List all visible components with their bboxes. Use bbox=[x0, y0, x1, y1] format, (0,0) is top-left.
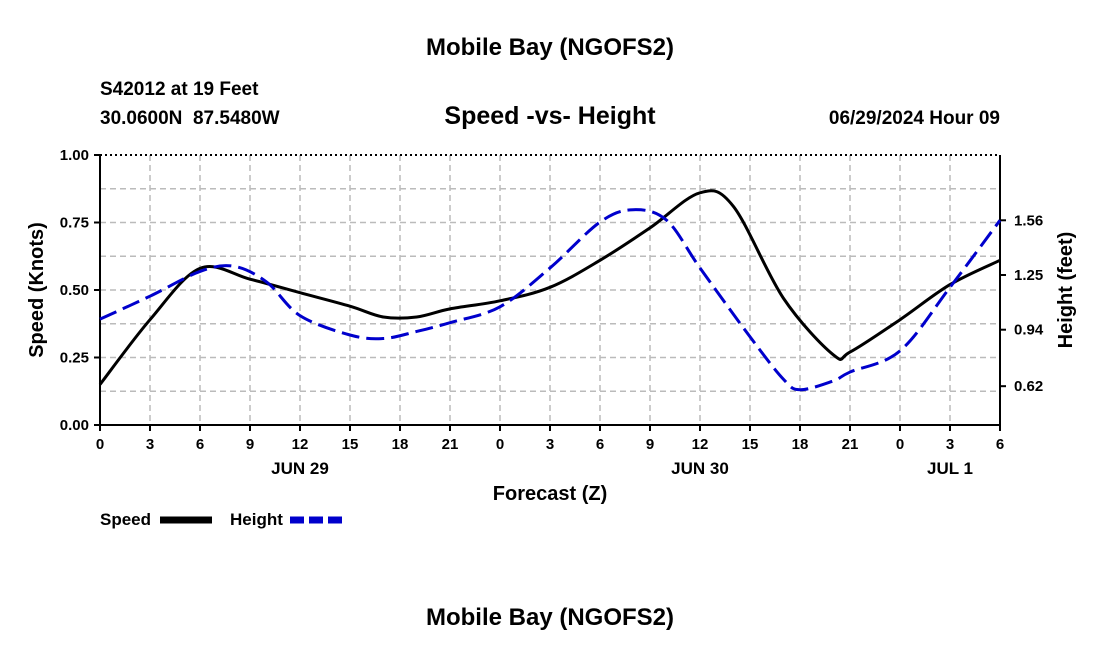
x-tick-label: 3 bbox=[146, 436, 154, 453]
series-lines bbox=[98, 189, 1002, 392]
x-tick-label: 12 bbox=[292, 436, 309, 453]
x-tick-label: 12 bbox=[692, 436, 709, 453]
x-tick-label: 3 bbox=[946, 436, 954, 453]
x-date-label: JUN 29 bbox=[271, 459, 329, 478]
x-tick-label: 0 bbox=[896, 436, 904, 453]
y-left-tick-label: 0.25 bbox=[60, 350, 89, 367]
y-axis-left: 0.00 0.25 0.50 0.75 1.00 bbox=[60, 147, 100, 434]
x-tick-label: 21 bbox=[442, 436, 459, 453]
x-tick-label: 9 bbox=[246, 436, 254, 453]
x-date-label: JUN 30 bbox=[671, 459, 729, 478]
x-axis: 0 3 6 9 12 15 18 21 0 3 6 9 12 15 18 21 0 3 6 JUN 29 JUN 30 J… bbox=[96, 425, 1004, 478]
y-axis-left-label: Speed (Knots) bbox=[26, 222, 48, 358]
y-left-tick-label: 0.00 bbox=[60, 417, 89, 434]
x-tick-label: 0 bbox=[96, 436, 104, 453]
x-tick-label: 18 bbox=[792, 436, 809, 453]
station-name: S42012 at 19 Feet bbox=[100, 79, 259, 100]
x-tick-label: 0 bbox=[496, 436, 504, 453]
x-axis-label: Forecast (Z) bbox=[493, 483, 607, 505]
x-tick-label: 15 bbox=[742, 436, 759, 453]
y-left-tick-label: 0.75 bbox=[60, 215, 89, 232]
x-date-label: JUL 1 bbox=[927, 459, 973, 478]
chart-title: Speed -vs- Height bbox=[444, 102, 656, 130]
x-tick-label: 18 bbox=[392, 436, 409, 453]
x-tick-label: 6 bbox=[196, 436, 204, 453]
footer-title: Mobile Bay (NGOFS2) bbox=[426, 604, 674, 631]
y-axis-right-label: Height (feet) bbox=[1055, 232, 1077, 349]
series-line-speed bbox=[98, 189, 1001, 386]
x-tick-label: 9 bbox=[646, 436, 654, 453]
y-right-tick-label: 1.25 bbox=[1014, 267, 1043, 284]
y-axis-right: 0.62 0.94 1.25 1.56 bbox=[1000, 212, 1044, 395]
x-tick-label: 3 bbox=[546, 436, 554, 453]
y-right-tick-label: 1.56 bbox=[1014, 212, 1043, 229]
series-line-height bbox=[99, 208, 1002, 392]
grid bbox=[100, 155, 1000, 425]
legend-label-speed: Speed bbox=[100, 510, 151, 529]
legend-label-height: Height bbox=[230, 510, 283, 529]
station-coordinates: 30.0600N 87.5480W bbox=[100, 108, 280, 129]
page-title: Mobile Bay (NGOFS2) bbox=[426, 34, 674, 61]
x-tick-label: 6 bbox=[996, 436, 1004, 453]
x-tick-label: 15 bbox=[342, 436, 359, 453]
x-tick-label: 21 bbox=[842, 436, 859, 453]
legend: Speed Height bbox=[100, 510, 342, 529]
y-left-tick-label: 1.00 bbox=[60, 147, 89, 164]
y-right-tick-label: 0.62 bbox=[1014, 378, 1043, 395]
y-left-tick-label: 0.50 bbox=[60, 282, 89, 299]
x-tick-label: 6 bbox=[596, 436, 604, 453]
y-right-tick-label: 0.94 bbox=[1014, 322, 1044, 339]
forecast-date: 06/29/2024 Hour 09 bbox=[829, 108, 1000, 129]
